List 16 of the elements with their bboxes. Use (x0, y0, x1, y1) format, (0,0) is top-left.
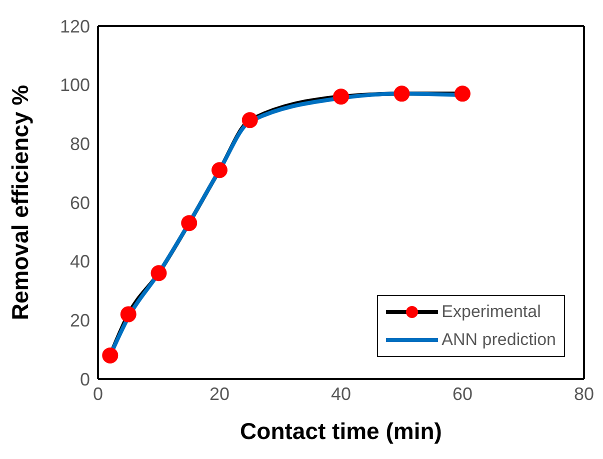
legend-label: Experimental (442, 302, 541, 322)
y-tick-label: 40 (70, 252, 90, 272)
x-tick-label: 0 (92, 384, 104, 404)
legend-label: ANN prediction (442, 330, 556, 350)
x-tick-label: 80 (574, 384, 594, 404)
y-tick-label: 100 (60, 75, 90, 96)
y-tick-label: 0 (80, 369, 90, 390)
y-axis-title: Removal efficiency % (7, 84, 34, 320)
y-tick-label: 60 (70, 192, 90, 213)
x-tick-label: 60 (452, 384, 473, 404)
y-tick-label: 20 (70, 310, 90, 331)
y-tick-label: 120 (60, 16, 90, 36)
y-tick-label: 80 (70, 134, 90, 154)
x-tick-label: 40 (330, 384, 352, 404)
x-tick-label: 20 (209, 384, 230, 404)
x-axis-title: Contact time (min) (240, 418, 442, 444)
